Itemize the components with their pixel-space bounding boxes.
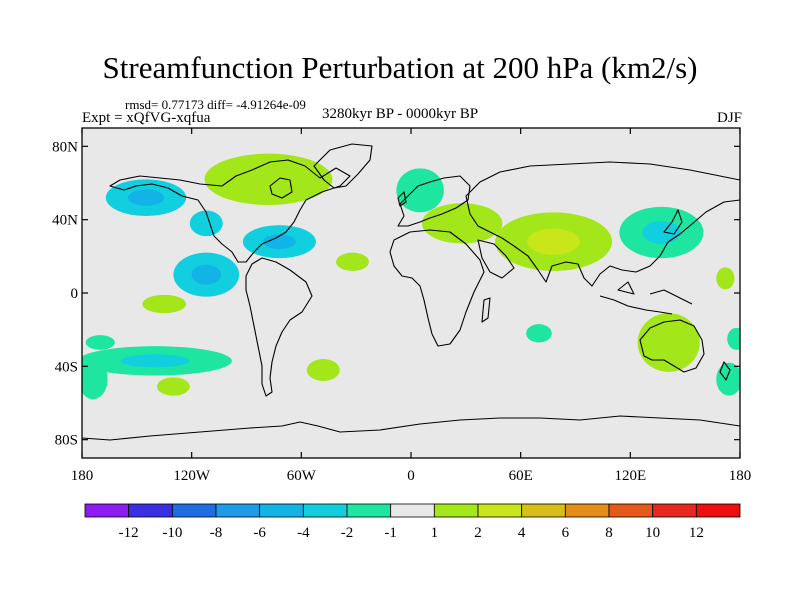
colorbar-swatch: [390, 503, 435, 518]
anomaly-region: [526, 324, 552, 343]
coastline-madagascar: [481, 297, 491, 323]
anomaly-region: [637, 313, 700, 372]
anomaly-region: [306, 359, 340, 381]
coastline-greenland: [313, 143, 373, 189]
anomaly-region: [727, 327, 740, 350]
coastlines: [82, 143, 740, 441]
x-tick-label: 120W: [173, 468, 211, 484]
y-tick-label: 80N: [52, 139, 78, 155]
y-tick-label: 80S: [55, 433, 78, 449]
x-tick-label: 0: [407, 468, 415, 484]
anomaly-core: [262, 234, 296, 250]
colorbar: -12 -10 -8 -6 -4 -2 -1 1 2 4 6 8 10 12: [84, 503, 741, 541]
coastline-south-america: [245, 257, 313, 397]
colorbar-label: 6: [562, 525, 570, 541]
x-tick-label: 60W: [287, 468, 317, 484]
axes: 180 120W 60W 0 60E 120E 180 80N 40N 0 40S 80S: [52, 128, 751, 484]
coastline-antarctica: [82, 415, 740, 441]
y-tick-label: 40N: [52, 213, 78, 229]
colorbar-swatch: [259, 503, 304, 518]
coastline-north-america: [109, 159, 351, 263]
coastline-japan: [663, 209, 683, 235]
anomaly-region: [156, 377, 190, 396]
coastline-asia: [465, 161, 740, 287]
colorbar-label: -10: [162, 525, 182, 541]
anomaly-core: [642, 220, 681, 245]
y-tick-label: 0: [71, 286, 79, 302]
coastline-europe: [397, 175, 471, 227]
colorbar-swatch: [564, 503, 610, 518]
anomaly-core: [527, 228, 580, 255]
anomaly-region: [82, 359, 108, 400]
colorbar-swatch: [215, 503, 261, 518]
anomaly-core: [127, 189, 165, 206]
anomaly-region: [204, 153, 333, 205]
colorbar-swatch: [84, 503, 130, 518]
x-tick-label: 180: [729, 468, 752, 484]
colorbar-label: 10: [645, 525, 660, 541]
anomaly-region: [189, 210, 223, 237]
colorbar-label: -8: [210, 525, 223, 541]
anomaly-region: [396, 168, 444, 213]
anomaly-region: [421, 203, 503, 244]
stats-text: rmsd= 0.77173 diff= -4.91264e-09: [125, 97, 306, 112]
colorbar-swatch: [695, 503, 741, 518]
season-label: DJF: [716, 110, 742, 126]
colorbar-label: -12: [119, 525, 139, 541]
coastline-africa: [389, 229, 485, 347]
colorbar-swatch: [608, 503, 654, 518]
anomaly-region: [336, 252, 369, 271]
experiment-label: Expt = xQfVG-xqfua: [82, 110, 211, 126]
anomaly-region: [716, 362, 740, 396]
colorbar-swatch: [477, 503, 523, 518]
colorbar-swatch: [346, 503, 392, 518]
x-tick-label: 60E: [509, 468, 533, 484]
chart-title: Streamfunction Perturbation at 200 hPa (…: [102, 50, 698, 85]
period-label: 3280kyr BP - 0000kyr BP: [322, 106, 479, 122]
anomaly-core: [191, 264, 222, 285]
x-tick-label: 180: [71, 468, 94, 484]
colorbar-label: -1: [384, 525, 397, 541]
colorbar-label: 8: [605, 525, 613, 541]
colorbar-label: -4: [297, 525, 310, 541]
coastline-new-zealand: [719, 361, 731, 381]
colorbar-label: 2: [474, 525, 482, 541]
colorbar-label: 4: [518, 525, 526, 541]
colorbar-label: -2: [341, 525, 354, 541]
colorbar-swatch: [171, 503, 217, 518]
y-tick-label: 40S: [55, 359, 78, 375]
anomaly-region: [716, 267, 735, 290]
anomaly-fields: [82, 153, 740, 400]
coastline-britain: [397, 191, 407, 207]
anomaly-region: [142, 294, 187, 314]
colorbar-swatch: [521, 503, 566, 518]
coastline-indonesia: [599, 281, 693, 315]
colorbar-label: 12: [689, 525, 704, 541]
coastline-arabia: [477, 239, 515, 279]
colorbar-label: 1: [431, 525, 439, 541]
coastline-hudson-bay: [269, 177, 293, 199]
x-tick-label: 120E: [614, 468, 646, 484]
anomaly-region: [85, 335, 115, 350]
colorbar-swatch: [433, 503, 479, 518]
colorbar-swatch: [128, 503, 173, 518]
colorbar-swatch: [652, 503, 697, 518]
colorbar-label: -6: [253, 525, 266, 541]
anomaly-core: [120, 354, 190, 368]
coastline-australia: [639, 319, 705, 373]
colorbar-swatch: [302, 503, 348, 518]
